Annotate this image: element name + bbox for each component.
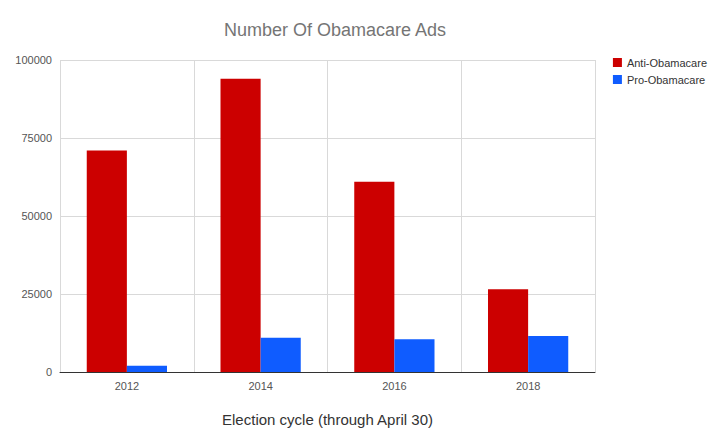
svg-text:2012: 2012 bbox=[115, 380, 139, 392]
svg-text:Number Of Obamacare Ads: Number Of Obamacare Ads bbox=[224, 20, 446, 40]
svg-text:Anti-Obamacare: Anti-Obamacare bbox=[627, 57, 707, 69]
svg-text:Pro-Obamacare: Pro-Obamacare bbox=[627, 74, 705, 86]
svg-text:25000: 25000 bbox=[21, 288, 52, 300]
svg-text:0: 0 bbox=[46, 366, 52, 378]
svg-text:2016: 2016 bbox=[382, 380, 406, 392]
svg-text:2018: 2018 bbox=[516, 380, 540, 392]
svg-text:100000: 100000 bbox=[15, 54, 52, 66]
svg-text:2014: 2014 bbox=[248, 380, 272, 392]
svg-text:75000: 75000 bbox=[21, 132, 52, 144]
svg-text:Election cycle (through April: Election cycle (through April 30) bbox=[222, 411, 433, 428]
svg-text:50000: 50000 bbox=[21, 210, 52, 222]
